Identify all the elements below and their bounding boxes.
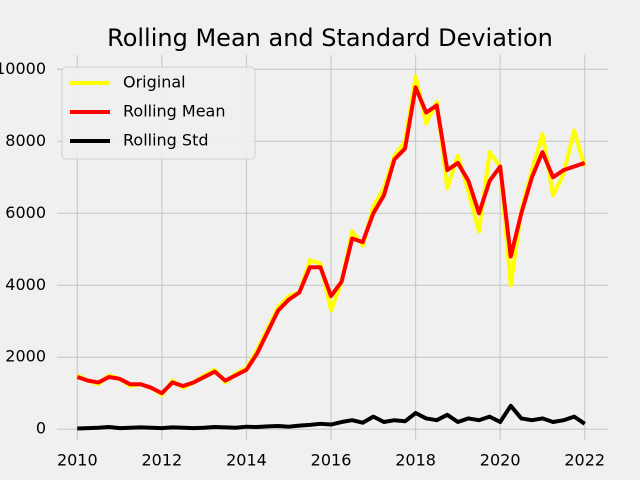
legend-label: Original	[123, 73, 186, 92]
y-tick-label: 4000	[5, 275, 46, 294]
chart-title: Rolling Mean and Standard Deviation	[107, 24, 553, 52]
line-series	[77, 403, 586, 431]
legend-label: Rolling Std	[123, 131, 209, 150]
y-tick-label: 0	[36, 419, 46, 438]
x-tick-label: 2014	[226, 451, 267, 470]
legend-box	[61, 66, 256, 160]
x-tick-label: 2018	[395, 451, 436, 470]
line-series	[76, 85, 586, 396]
y-tick-label: 8000	[5, 131, 46, 150]
x-tick-label: 2010	[57, 451, 98, 470]
x-tick-label: 2012	[142, 451, 183, 470]
y-tick-label: 6000	[5, 203, 46, 222]
legend-label: Rolling Mean	[123, 102, 226, 121]
y-tick-label: 2000	[5, 347, 46, 366]
x-tick-label: 2020	[480, 451, 521, 470]
y-tick-label: 10000	[0, 59, 46, 78]
x-tick-label: 2022	[564, 451, 605, 470]
x-tick-label: 2016	[311, 451, 352, 470]
